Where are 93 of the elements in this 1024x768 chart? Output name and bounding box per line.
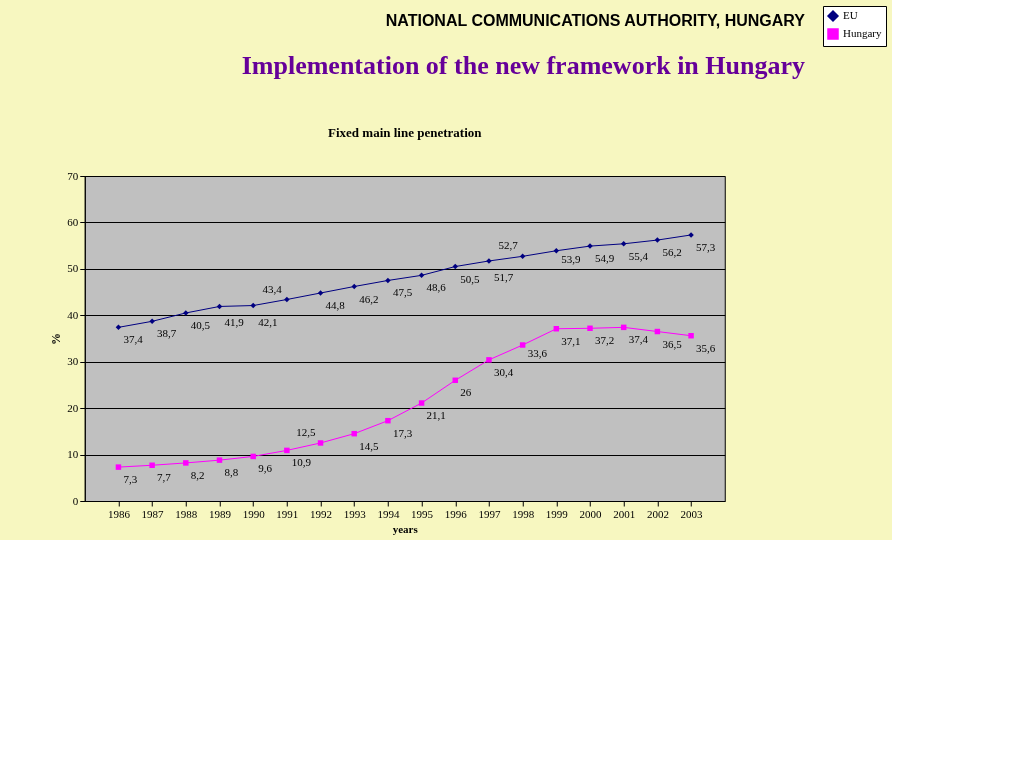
data-label: 44,8 [325,299,346,311]
point [149,318,155,325]
data-label: 37,4 [123,333,144,346]
x-tick-label: 2003 [680,507,704,520]
data-label: 57,3 [696,240,716,253]
data-label: 41,9 [224,316,245,329]
data-label: 54,9 [595,252,615,265]
data-label: 46,2 [359,292,379,305]
point [250,302,256,309]
chart-title: Fixed main line penetration [328,125,483,140]
data-label: 42,1 [258,315,278,328]
x-tick-label: 1993 [343,507,367,520]
data-label: 7,7 [157,471,172,484]
point [385,277,391,284]
chart-subtitle: Implementation of the new framework in Hungary [241,51,805,80]
x-tick-label: 1999 [545,507,569,520]
data-label: 51,7 [493,270,514,283]
x-tick-label: 1986 [107,507,131,520]
point [317,440,324,446]
data-label: 17,3 [392,426,413,439]
point [351,430,357,437]
data-label: 40,5 [190,318,211,331]
x-tick-label: 1995 [411,507,434,520]
y-tick-label: 70 [67,169,79,182]
data-label: 26 [460,386,472,399]
data-label: 30,4 [493,365,514,378]
point [115,464,122,470]
text: NATIONAL COMMUNICATIONS AUTHORITY, HUNGARY [385,12,806,29]
data-label: 21,1 [426,409,446,422]
data-label: 35,6 [696,341,716,354]
data-label: 38,7 [157,327,177,340]
data-label: 52,7 [498,239,519,252]
point [620,241,627,247]
x-tick-label: 1987 [141,507,165,520]
point [284,447,290,454]
data-label: 12,5 [296,425,317,438]
x-axis-title: years [392,522,419,535]
x-tick-label: 1996 [444,507,468,520]
data-label: 37,2 [595,334,615,347]
point [553,248,560,254]
data-label: 9,6 [258,462,273,475]
data-label: 48,6 [426,281,447,294]
y-tick-label: 10 [67,448,79,461]
point [519,342,526,348]
point [284,296,290,303]
data-label: 14,5 [359,439,379,452]
x-tick-label: 1992 [310,507,333,520]
data-label: 33,6 [527,347,548,359]
point [654,237,661,243]
y-tick-label: 30 [67,355,79,368]
y-tick-label: 20 [67,401,79,414]
data-label: 50,5 [460,272,481,285]
data-label: 10,9 [291,456,312,469]
x-tick-label: 2000 [579,507,603,520]
point [418,400,425,406]
x-tick-label: 1991 [276,507,299,520]
data-label: 37,1 [561,334,581,347]
data-label: 8,2 [190,468,205,481]
point [587,325,593,332]
data-label: 53,9 [561,252,582,265]
x-tick-label: 1990 [242,507,266,520]
x-tick-label: 2002 [646,507,669,520]
point [351,283,357,290]
point [149,462,155,468]
point [519,253,526,260]
point [250,453,256,460]
x-tick-label: 2001 [613,507,636,520]
data-label: 7,3 [123,473,138,486]
y-tick-label: 0 [72,494,79,507]
point [385,417,391,424]
x-tick-label: 1988 [175,507,198,520]
data-label: 8,8 [224,466,239,479]
data-label: 37,4 [628,333,649,346]
point [486,357,492,363]
point [183,460,189,466]
legend-label: Hungary [843,27,882,39]
y-axis-title: % [49,333,64,345]
point [317,290,324,296]
y-tick-label: 40 [67,308,79,321]
data-label: 55,4 [628,249,649,262]
point [216,457,223,463]
data-label: 56,2 [662,246,682,259]
x-tick-label: 1997 [478,507,501,520]
legend-label: EU [843,9,858,21]
y-tick-label: 50 [67,262,79,275]
data-label: 43,4 [262,282,283,295]
x-tick-label: 1998 [512,507,535,520]
y-tick-label: 60 [67,215,79,228]
data-label: 36,5 [662,337,683,350]
x-tick-label: 1989 [208,507,232,520]
point [688,332,694,339]
data-label: 47,5 [392,286,413,299]
x-tick-label: 1994 [377,507,400,520]
